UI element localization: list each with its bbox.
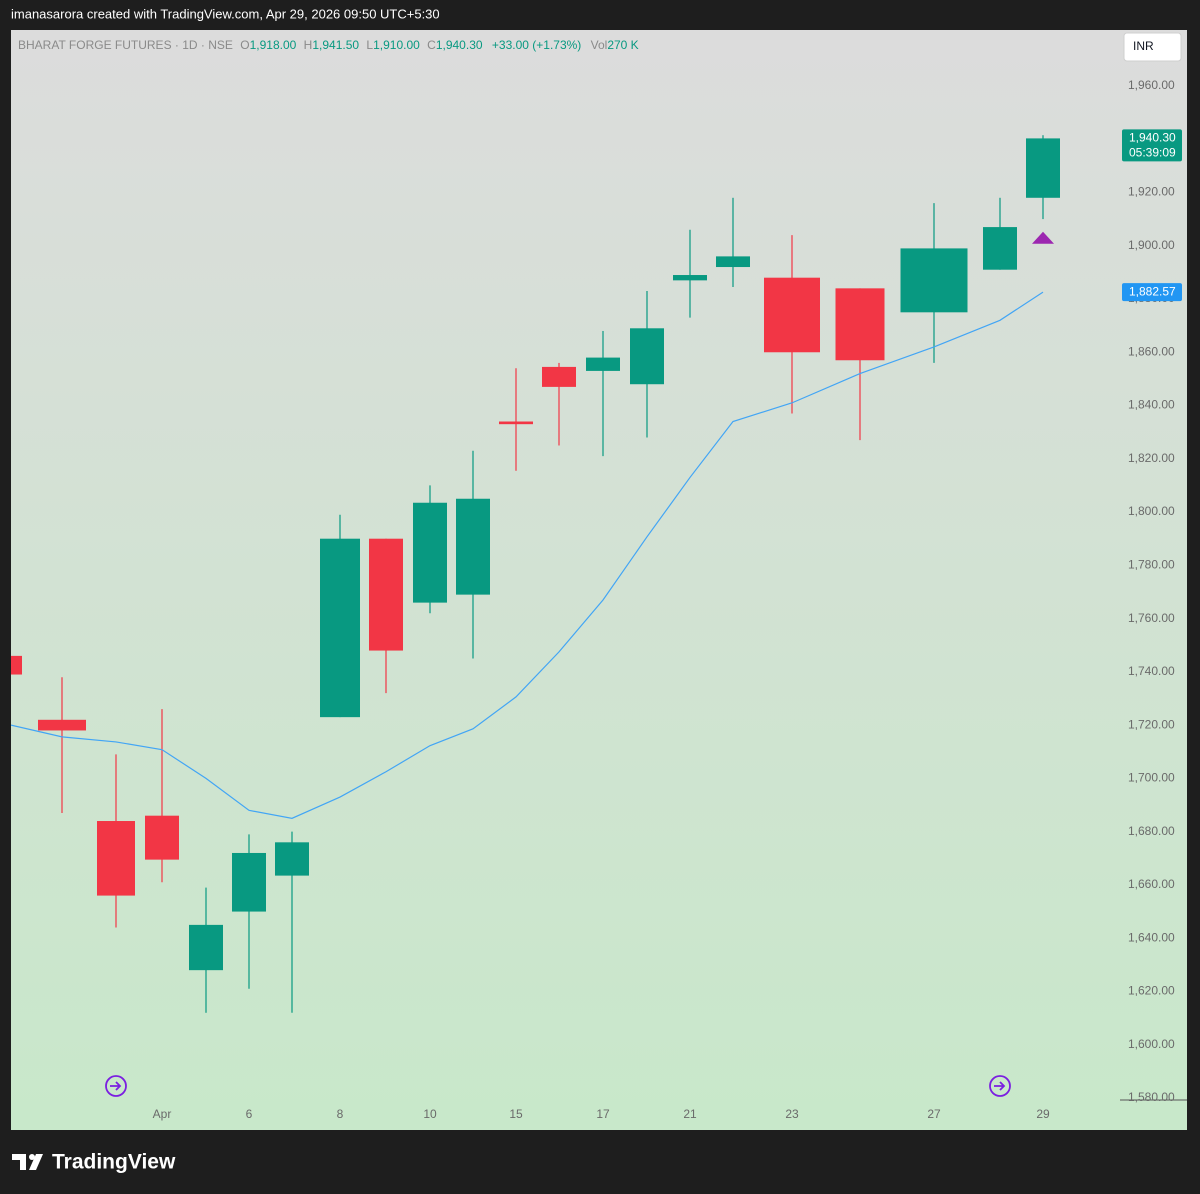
x-tick-label: 6: [246, 1107, 253, 1121]
candle-body: [630, 328, 664, 385]
price-label: 1,940.30: [1129, 131, 1176, 145]
candle-body: [11, 655, 22, 675]
x-tick-label: Apr: [153, 1107, 172, 1121]
candle-body: [232, 852, 266, 912]
legend-value: 1,918.00: [250, 38, 297, 52]
y-tick-label: 1,660.00: [1128, 877, 1175, 891]
x-tick-label: 15: [509, 1107, 523, 1121]
legend-key: C: [427, 38, 436, 52]
moving-average: [11, 291, 1044, 819]
candle-body: [835, 288, 885, 361]
price-label-box: [1122, 129, 1182, 162]
event-icon[interactable]: [105, 1075, 127, 1097]
symbol: BHARAT FORGE FUTURES · 1D · NSE: [18, 38, 233, 52]
x-tick-label: 21: [683, 1107, 697, 1121]
candle-body: [716, 256, 750, 268]
y-tick-label: 1,920.00: [1128, 185, 1175, 199]
candle-body: [542, 366, 576, 387]
y-tick-label: 1,640.00: [1128, 930, 1175, 944]
legend-key: O: [240, 38, 249, 52]
legend-key: Vol: [591, 38, 608, 52]
candle-body: [1026, 138, 1060, 198]
legend-value: 270 K: [607, 38, 638, 52]
y-tick-label: 1,740.00: [1128, 664, 1175, 678]
y-tick-label: 1,760.00: [1128, 611, 1175, 625]
x-tick-label: 17: [596, 1107, 610, 1121]
event-icon[interactable]: [989, 1075, 1011, 1097]
y-tick-label: 1,700.00: [1128, 771, 1175, 785]
x-tick-label: 8: [337, 1107, 344, 1121]
plot-area: [11, 135, 1060, 1013]
candle-body: [900, 248, 968, 313]
currency[interactable]: INR: [1133, 39, 1154, 53]
legend-value: 1,910.00: [373, 38, 420, 52]
price-label-sub: 05:39:09: [1129, 146, 1176, 160]
candle-body: [764, 277, 820, 353]
candle-body: [499, 421, 533, 425]
candle-body: [320, 538, 360, 718]
candle-body: [275, 842, 309, 876]
candle-body: [369, 538, 403, 651]
x-tick-label: 23: [785, 1107, 799, 1121]
legend-key: L: [366, 38, 373, 52]
currency-button[interactable]: [1123, 32, 1182, 62]
y-tick-label: 1,600.00: [1128, 1037, 1175, 1051]
y-tick-label: 1,900.00: [1128, 238, 1175, 252]
legend-value: 1,940.30: [436, 38, 483, 52]
candle-body: [413, 502, 447, 603]
candle-body: [586, 357, 620, 371]
logo-text: TradingView: [52, 1151, 176, 1174]
y-tick-label: 1,680.00: [1128, 824, 1175, 838]
legend-key: H: [304, 38, 313, 52]
y-tick-label: 1,860.00: [1128, 344, 1175, 358]
y-tick-label: 1,840.00: [1128, 398, 1175, 412]
candle-body: [456, 498, 490, 595]
price-label-box: [1122, 283, 1182, 302]
y-tick-label: 1,800.00: [1128, 504, 1175, 518]
y-tick-label: 1,580.00: [1128, 1090, 1175, 1104]
y-tick-label: 1,720.00: [1128, 717, 1175, 731]
legend-change: +33.00 (+1.73%): [492, 38, 581, 52]
y-tick-label: 1,620.00: [1128, 984, 1175, 998]
candle-body: [38, 719, 86, 731]
x-tick-label: 29: [1036, 1107, 1050, 1121]
candle-body: [673, 275, 707, 281]
candle-body: [189, 924, 223, 971]
x-tick-label: 27: [927, 1107, 941, 1121]
candle-body: [145, 815, 179, 860]
legend-value: 1,941.50: [312, 38, 359, 52]
price-label: 1,882.57: [1129, 284, 1176, 298]
credit: imanasarora created with TradingView.com…: [11, 6, 440, 21]
chart-panel: [11, 30, 1187, 1130]
signal-marker: [1032, 231, 1054, 244]
y-tick-label: 1,780.00: [1128, 558, 1175, 572]
legend: BHARAT FORGE FUTURES · 1D · NSE O1,918.0…: [18, 38, 639, 52]
candle-body: [97, 821, 135, 896]
x-tick-label: 10: [423, 1107, 437, 1121]
y-tick-label: 1,820.00: [1128, 451, 1175, 465]
candle-body: [983, 227, 1017, 270]
y-tick-label: 1,960.00: [1128, 78, 1175, 92]
logo-icon: [12, 1154, 43, 1170]
